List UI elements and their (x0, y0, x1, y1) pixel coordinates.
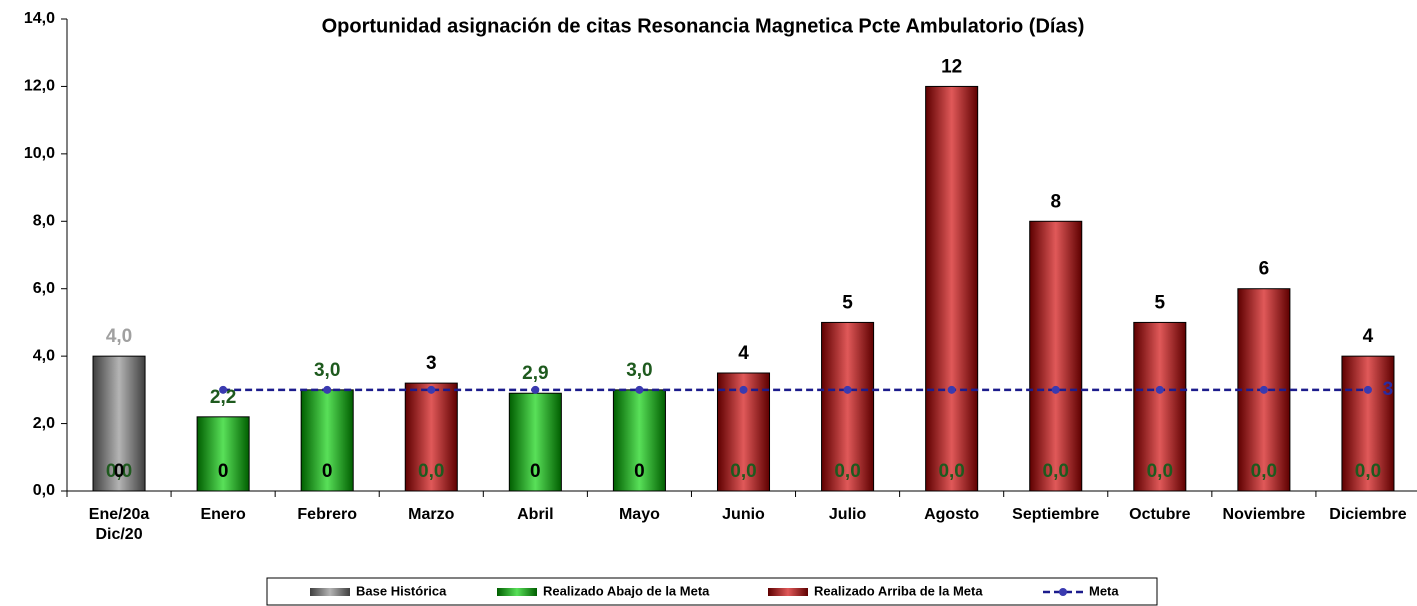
data-label: 0,0 (1355, 461, 1381, 482)
y-tick-label: 12,0 (24, 78, 55, 95)
data-label: 5 (842, 292, 853, 313)
x-tick-label: Abril (517, 506, 553, 523)
data-label: 12 (941, 56, 962, 77)
legend-point (1059, 588, 1067, 596)
data-label: 0 (634, 461, 645, 482)
data-label: 3 (426, 353, 437, 374)
legend-label: Realizado Abajo de la Meta (543, 583, 710, 598)
legend-swatch (310, 588, 350, 596)
bar (300, 389, 354, 492)
x-tick-label: Mayo (619, 506, 660, 523)
line-point (427, 385, 436, 394)
data-label: 0,0 (834, 461, 860, 482)
x-tick-label: Febrero (297, 506, 357, 523)
bar (508, 392, 562, 492)
x-tick-label: Septiembre (1012, 506, 1099, 523)
line-point (843, 385, 852, 394)
line-point (1363, 385, 1372, 394)
y-tick-label: 10,0 (24, 145, 55, 162)
data-label: 0,0 (418, 461, 444, 482)
data-label: 0 (114, 461, 125, 482)
x-tick-label: Octubre (1129, 506, 1190, 523)
x-tick-label: Ene/20a Dic/20 (89, 506, 150, 543)
data-label: 0,0 (106, 461, 132, 482)
y-tick-label: 6,0 (33, 280, 55, 297)
data-label: 2,9 (522, 363, 548, 384)
bar (1029, 220, 1083, 492)
x-tick-label: Diciembre (1329, 506, 1406, 523)
bar (1133, 321, 1187, 492)
y-tick-label: 14,0 (24, 10, 55, 27)
line-point (635, 385, 644, 394)
data-label: 6 (1259, 259, 1270, 280)
line-point (1155, 385, 1164, 394)
data-label: 0,0 (1251, 461, 1277, 482)
x-tick-label: Junio (722, 506, 765, 523)
data-label: 0 (322, 461, 333, 482)
bar (196, 416, 250, 492)
data-label: 0 (530, 461, 541, 482)
line-point (1051, 385, 1060, 394)
data-label: 8 (1050, 191, 1061, 212)
y-tick-label: 0,0 (33, 482, 55, 499)
x-tick-label: Julio (829, 506, 867, 523)
data-label: 0,0 (1147, 461, 1173, 482)
bar (1341, 355, 1395, 492)
line-point (1259, 385, 1268, 394)
line-point (323, 385, 332, 394)
x-tick-label: Noviembre (1223, 506, 1306, 523)
legend-box (266, 577, 1158, 606)
data-label: 4 (1363, 326, 1374, 347)
legend-label: Base Histórica (356, 583, 447, 598)
y-tick-label: 8,0 (33, 213, 55, 230)
bar (92, 355, 146, 492)
data-label: 0,0 (938, 461, 964, 482)
bar (612, 389, 666, 492)
data-label: 3,0 (626, 360, 652, 381)
line-point (219, 385, 228, 394)
line-point (739, 385, 748, 394)
legend-swatch (768, 588, 808, 596)
legend-swatch (497, 588, 537, 596)
data-label: 4,0 (106, 326, 132, 347)
data-label: 4 (738, 343, 749, 364)
data-label: 5 (1155, 292, 1166, 313)
x-tick-label: Marzo (408, 506, 454, 523)
data-label: 2,2 (210, 387, 236, 408)
y-tick-label: 2,0 (33, 415, 55, 432)
data-label: 0,0 (730, 461, 756, 482)
legend-label: Meta (1089, 583, 1119, 598)
y-tick-label: 4,0 (33, 347, 55, 364)
line-point (531, 385, 540, 394)
data-label: 3 (1383, 379, 1394, 400)
line-point (947, 385, 956, 394)
bar (925, 85, 979, 492)
x-tick-label: Enero (200, 506, 246, 523)
bar (821, 321, 875, 492)
data-label: 0,0 (1043, 461, 1069, 482)
chart-title: Oportunidad asignación de citas Resonanc… (322, 15, 1085, 37)
legend-label: Realizado Arriba de la Meta (814, 583, 983, 598)
x-tick-label: Agosto (924, 506, 979, 523)
bar (404, 382, 458, 492)
data-label: 0 (218, 461, 229, 482)
data-label: 3,0 (314, 360, 340, 381)
